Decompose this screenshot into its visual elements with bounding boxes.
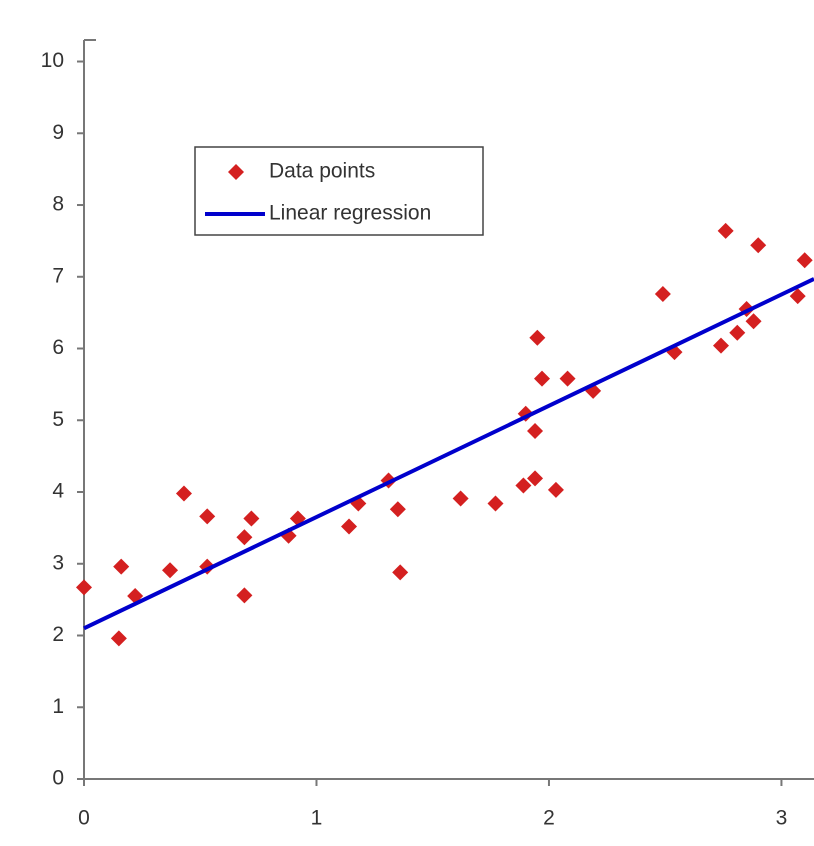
- x-tick-label: 3: [776, 807, 788, 830]
- y-tick-label: 5: [52, 408, 64, 431]
- data-point: [389, 501, 406, 518]
- data-point: [717, 222, 734, 239]
- data-point: [729, 324, 746, 341]
- legend-label: Linear regression: [269, 202, 431, 225]
- data-point: [789, 288, 806, 305]
- data-point: [713, 337, 730, 354]
- legend-swatch: [228, 164, 244, 180]
- data-point: [745, 313, 762, 330]
- y-tick-label: 7: [52, 264, 64, 287]
- y-tick-label: 8: [52, 193, 64, 216]
- x-tick-label: 0: [78, 807, 90, 830]
- data-point: [654, 285, 671, 302]
- data-point: [547, 481, 564, 498]
- y-tick-label: 1: [52, 695, 64, 718]
- y-tick-label: 3: [52, 551, 64, 574]
- data-point: [796, 252, 813, 269]
- data-point: [559, 370, 576, 387]
- data-point: [392, 564, 409, 581]
- data-point: [487, 495, 504, 512]
- data-point: [527, 423, 544, 440]
- data-point: [175, 485, 192, 502]
- x-tick-label: 1: [311, 807, 323, 830]
- data-point: [341, 518, 358, 535]
- data-point: [750, 237, 767, 254]
- data-point: [236, 529, 253, 546]
- y-tick-label: 4: [52, 480, 64, 503]
- data-point: [110, 630, 127, 647]
- data-point: [199, 508, 216, 525]
- data-point: [162, 562, 179, 579]
- x-tick-label: 2: [543, 807, 555, 830]
- data-point: [113, 558, 130, 575]
- data-point: [529, 329, 546, 346]
- y-tick-label: 10: [41, 49, 64, 72]
- data-point: [527, 470, 544, 487]
- data-point: [515, 477, 532, 494]
- data-point: [533, 370, 550, 387]
- y-tick-label: 0: [52, 767, 64, 790]
- data-point: [243, 510, 260, 527]
- legend-box: [194, 146, 484, 236]
- y-tick-label: 6: [52, 336, 64, 359]
- data-point: [76, 579, 92, 596]
- legend-label: Data points: [269, 160, 375, 183]
- data-point: [236, 587, 253, 604]
- y-tick-label: 9: [52, 121, 64, 144]
- regression-line: [83, 277, 814, 631]
- y-tick-label: 2: [52, 623, 64, 646]
- data-point: [452, 490, 469, 507]
